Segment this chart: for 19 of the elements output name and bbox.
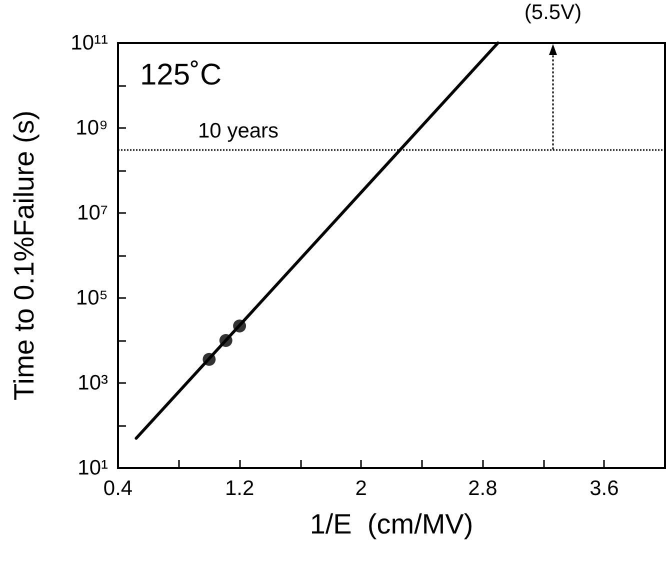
y-tick-label: 10¹ [78, 456, 108, 480]
y-tick-label: 10⁷ [77, 202, 108, 224]
x-tick-label: 2 [355, 477, 367, 500]
ref-line-label: 10 years [198, 119, 279, 142]
point [202, 352, 216, 366]
y-tick-label: 10³ [78, 372, 108, 394]
x-axis-title: 1/E (cm/MV) [310, 508, 474, 540]
x-tick-label: 1.2 [224, 477, 254, 500]
x-tick-label: 0.4 [103, 477, 133, 500]
x-tick-label: 2.8 [468, 477, 498, 500]
text: (5.5V) [524, 1, 582, 24]
y-tick-label: 10⁹ [76, 116, 108, 140]
point [233, 319, 246, 332]
y-tick-label: 10⁵ [76, 286, 108, 310]
x-tick-label: 3.6 [590, 477, 619, 500]
point [219, 334, 232, 347]
y-axis-title: Time to 0.1%Failure (s) [8, 110, 40, 400]
annotation: 125˚C [140, 58, 222, 92]
y-tick-label: 10¹¹ [70, 32, 108, 54]
